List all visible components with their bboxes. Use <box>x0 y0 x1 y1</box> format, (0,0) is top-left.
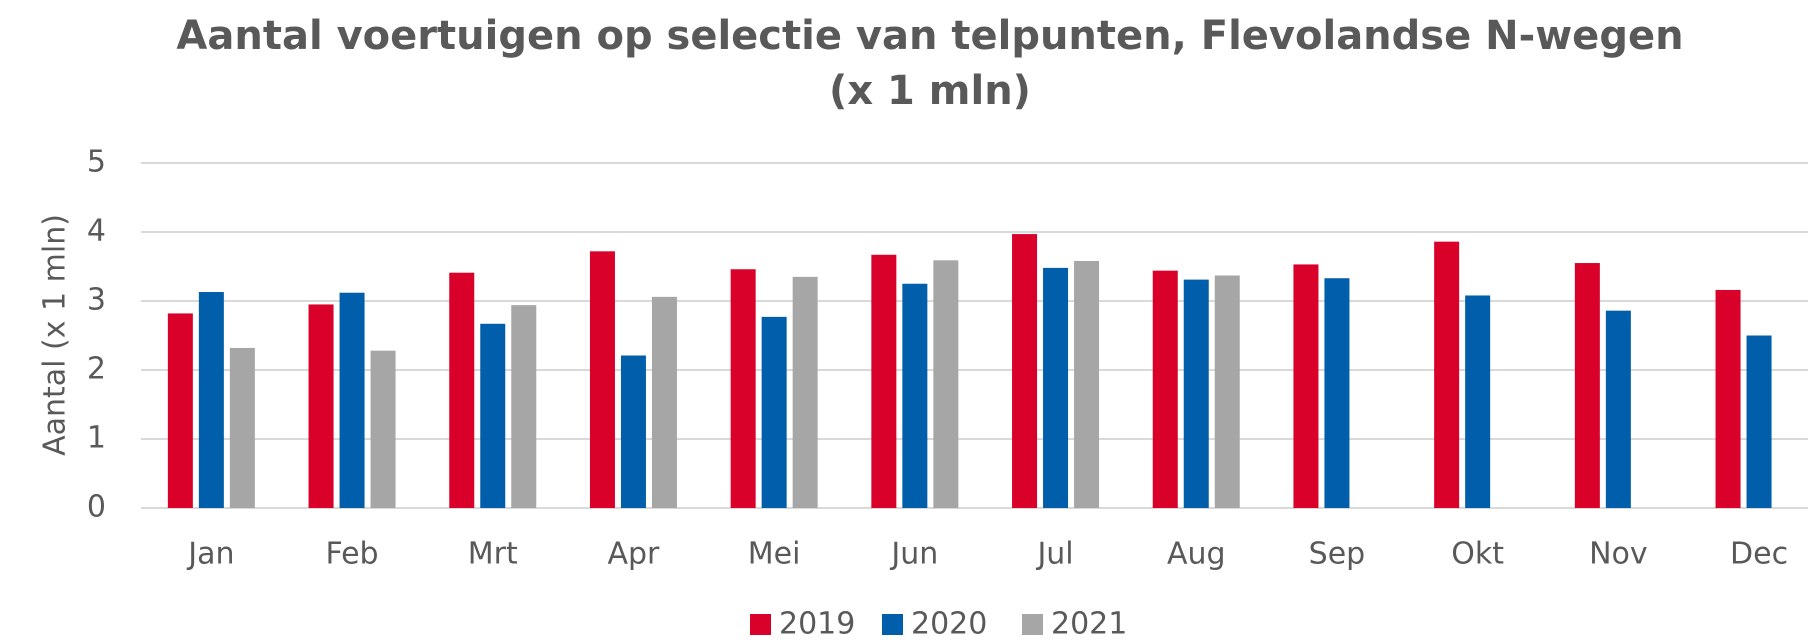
bar <box>1574 263 1600 508</box>
chart-title: (x 1 mln) <box>829 68 1031 114</box>
x-tick-label: Jun <box>889 537 938 572</box>
bar <box>1465 295 1491 508</box>
bar <box>1605 310 1631 508</box>
bar <box>1715 289 1741 508</box>
y-tick-label: 3 <box>87 283 106 318</box>
bar <box>198 292 224 508</box>
bar <box>761 316 787 508</box>
y-tick-label: 5 <box>87 145 106 180</box>
legend-label: 2019 <box>779 607 855 640</box>
y-tick-label: 2 <box>87 352 106 387</box>
bar <box>511 305 537 508</box>
bar <box>589 251 615 508</box>
bar <box>620 355 646 508</box>
bar <box>902 283 928 508</box>
legend-label: 2021 <box>1051 607 1127 640</box>
x-tick-label: Okt <box>1451 537 1504 572</box>
bar <box>1434 241 1460 508</box>
y-tick-label: 1 <box>87 421 106 456</box>
bar <box>933 260 959 508</box>
bar <box>1214 275 1240 508</box>
x-tick-label: Dec <box>1730 537 1788 572</box>
bar <box>339 292 365 508</box>
bar <box>308 304 334 508</box>
bar <box>730 269 756 508</box>
bar <box>1746 335 1772 508</box>
bar <box>651 296 677 508</box>
bar <box>1152 270 1178 508</box>
bar <box>1074 260 1100 508</box>
x-tick-label: Jan <box>186 537 234 572</box>
x-tick-label: Feb <box>325 537 378 572</box>
legend-swatch <box>750 614 771 635</box>
bar <box>792 276 818 508</box>
x-tick-label: Mrt <box>468 537 518 572</box>
x-tick-label: Sep <box>1309 537 1366 572</box>
y-tick-label: 4 <box>87 214 106 249</box>
legend-label: 2020 <box>911 607 987 640</box>
x-tick-label: Mei <box>748 537 801 572</box>
x-tick-label: Jul <box>1035 537 1073 572</box>
y-tick-label: 0 <box>87 490 106 525</box>
bar <box>1293 264 1319 508</box>
bar <box>1012 234 1038 508</box>
legend-swatch <box>882 614 903 635</box>
bar <box>1043 267 1069 508</box>
y-axis-label: Aantal (x 1 mln) <box>38 214 73 456</box>
legend-swatch <box>1022 614 1043 635</box>
x-tick-label: Apr <box>607 537 660 572</box>
bar <box>167 313 193 508</box>
bar <box>480 323 506 508</box>
bar <box>1324 278 1350 508</box>
bar <box>871 254 897 508</box>
bar <box>370 350 396 508</box>
x-tick-label: Aug <box>1167 537 1226 572</box>
bar <box>229 347 255 508</box>
chart-title: Aantal voertuigen op selectie van telpun… <box>176 13 1683 59</box>
bar <box>449 272 475 508</box>
bar <box>1183 279 1209 508</box>
x-tick-label: Nov <box>1589 537 1648 572</box>
